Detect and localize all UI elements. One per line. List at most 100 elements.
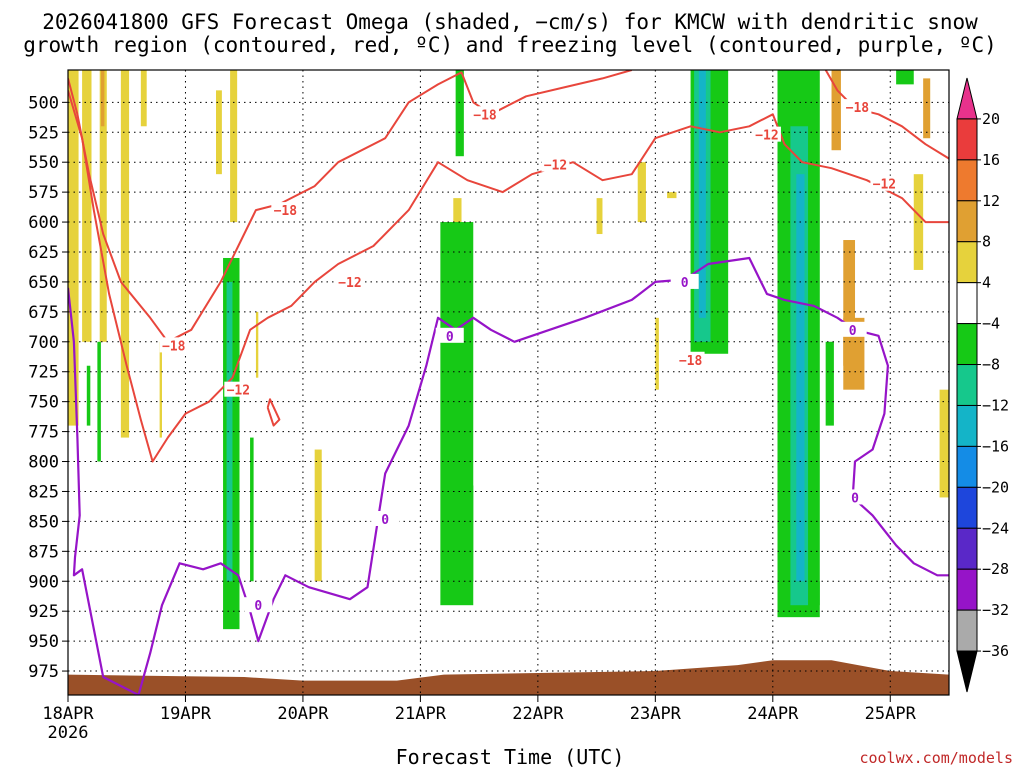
colorbar-label-2: 12 [982,192,1000,210]
colorbar-label-9: −20 [982,478,1009,496]
x-tick-label-24APR: 24APR [747,704,799,724]
contour-label-bg--18-3 [843,99,872,115]
colorbar-bin-10 [956,486,978,529]
colorbar-label-12: −32 [982,601,1009,619]
y-tick-label-825: 825 [28,482,59,502]
colorbar-bin-3 [956,200,978,243]
colorbar-label-6: −8 [982,356,1000,374]
colorbar-label-11: −28 [982,560,1009,578]
omega-cell-34 [825,341,834,426]
y-tick-label-925: 925 [28,602,59,622]
y-tick-label-950: 950 [28,632,59,652]
colorbar-bin-6 [956,323,978,366]
x-tick-sublabel-18APR: 2026 [48,723,89,743]
plot-area: −18 −18 −18 −18 −18 −12 −12 −12 −12 −12 0 0 0 0 0 0 [67,69,950,696]
colorbar-bin-2 [956,159,978,202]
colorbar-label-8: −16 [982,437,1009,455]
contour-line--12b [266,398,281,427]
contour-label-bg--12-2 [541,156,570,172]
colorbar-bin-7 [956,364,978,406]
colorbar-bin-9 [956,445,978,488]
y-tick-label-700: 700 [28,333,59,353]
colorbar-label-3: 8 [982,233,991,251]
y-tick-label-725: 725 [28,363,59,383]
omega-cell-30 [461,485,474,582]
omega-cell-5 [159,341,162,438]
x-tick-label-21APR: 21APR [395,704,447,724]
omega-cell-6 [216,90,222,175]
omega-cell-18 [667,192,677,199]
contour-label-bg-0-1 [371,510,400,526]
gridlines [68,70,949,695]
colorbar: 20 16 12 8 4 −4 −8 −12 −16 −20 −24 −28 −32 −36 [956,77,1009,693]
y-tick-label-625: 625 [28,243,59,263]
omega-cell-10 [314,449,322,582]
x-tick-label-20APR: 20APR [277,704,329,724]
omega-cell-25 [86,365,91,426]
y-tick-label-650: 650 [28,273,59,293]
colorbar-arrow-top [956,77,978,120]
y-tick-label-800: 800 [28,453,59,473]
omega-cell-16 [939,389,949,498]
contour-label-0-2: 0 [446,330,454,345]
colorbar-label-1: 16 [982,151,1000,169]
omega-cell-7 [230,70,238,223]
y-tick-label-775: 775 [28,423,59,443]
colorbar-bin-12 [956,568,978,611]
x-tick-label-19APR: 19APR [160,704,212,724]
omega-shading-layer [68,70,949,630]
y-axis: 500 525 550 575 600 625 650 675 700 725 750 775 800 8… [28,93,68,682]
omega-cell-2 [99,70,107,342]
contour-label-bg--18-0 [159,337,188,353]
contour-label--18-1: −18 [274,204,298,219]
contour-label-bg-0-5 [841,489,870,505]
colorbar-bin-13 [956,609,978,652]
contour-line-0 [68,256,949,695]
terrain-layer [68,660,949,695]
omega-cell-27 [250,437,254,582]
colorbar-label-0: 20 [982,110,1000,128]
contour-layer [68,70,949,695]
contour-label-bg--18-4 [676,351,705,367]
contour-label-layer: −18 −18 −18 −18 −18 −12 −12 −12 −12 −12 0 0 0 0 0 0 [159,99,899,614]
omega-cell-15 [913,174,924,270]
omega-cell-35 [896,70,914,85]
y-tick-label-600: 600 [28,213,59,233]
credit-text: coolwx.com/models [859,749,1013,767]
omega-cell-3 [120,70,130,438]
contour-line--18 [68,70,633,343]
y-tick-label-900: 900 [28,572,59,592]
colorbar-bin-5 [956,282,978,325]
colorbar-label-4: 4 [982,274,991,292]
colorbar-label-5: −4 [982,315,1000,333]
y-tick-label-875: 875 [28,542,59,562]
y-tick-label-525: 525 [28,123,59,143]
omega-cell-23 [923,78,931,139]
omega-cell-29 [455,70,464,157]
colorbar-bin-8 [956,404,978,447]
contour-label-bg--12-1 [335,273,364,289]
omega-cell-40 [796,174,805,582]
contour-label-0-1: 0 [381,513,389,528]
contour-label-bg--18-1 [271,202,300,218]
omega-cell-20 [831,70,841,151]
colorbar-bin-4 [956,241,978,284]
omega-cell-0 [68,70,79,426]
contour-label-0-3: 0 [681,276,689,291]
contour-label-bg--12-4 [870,175,899,191]
contour-label-bg-0-4 [838,321,867,337]
omega-cell-36 [226,281,233,582]
y-tick-label-500: 500 [28,93,59,113]
chart-title-line1: 2026041800 GFS Forecast Omega (shaded, −… [42,10,978,34]
contour-label-bg--12-0 [224,381,253,397]
y-tick-label-550: 550 [28,153,59,173]
contour-label--18-2: −18 [473,108,497,123]
colorbar-label-13: −36 [982,642,1009,660]
contour-label-0-0: 0 [254,599,262,614]
contour-label--18-4: −18 [679,354,703,369]
contour-label-0-5: 0 [851,491,859,506]
x-axis-title: Forecast Time (UTC) [396,745,625,768]
y-tick-label-850: 850 [28,512,59,532]
x-tick-label-25APR: 25APR [865,704,917,724]
